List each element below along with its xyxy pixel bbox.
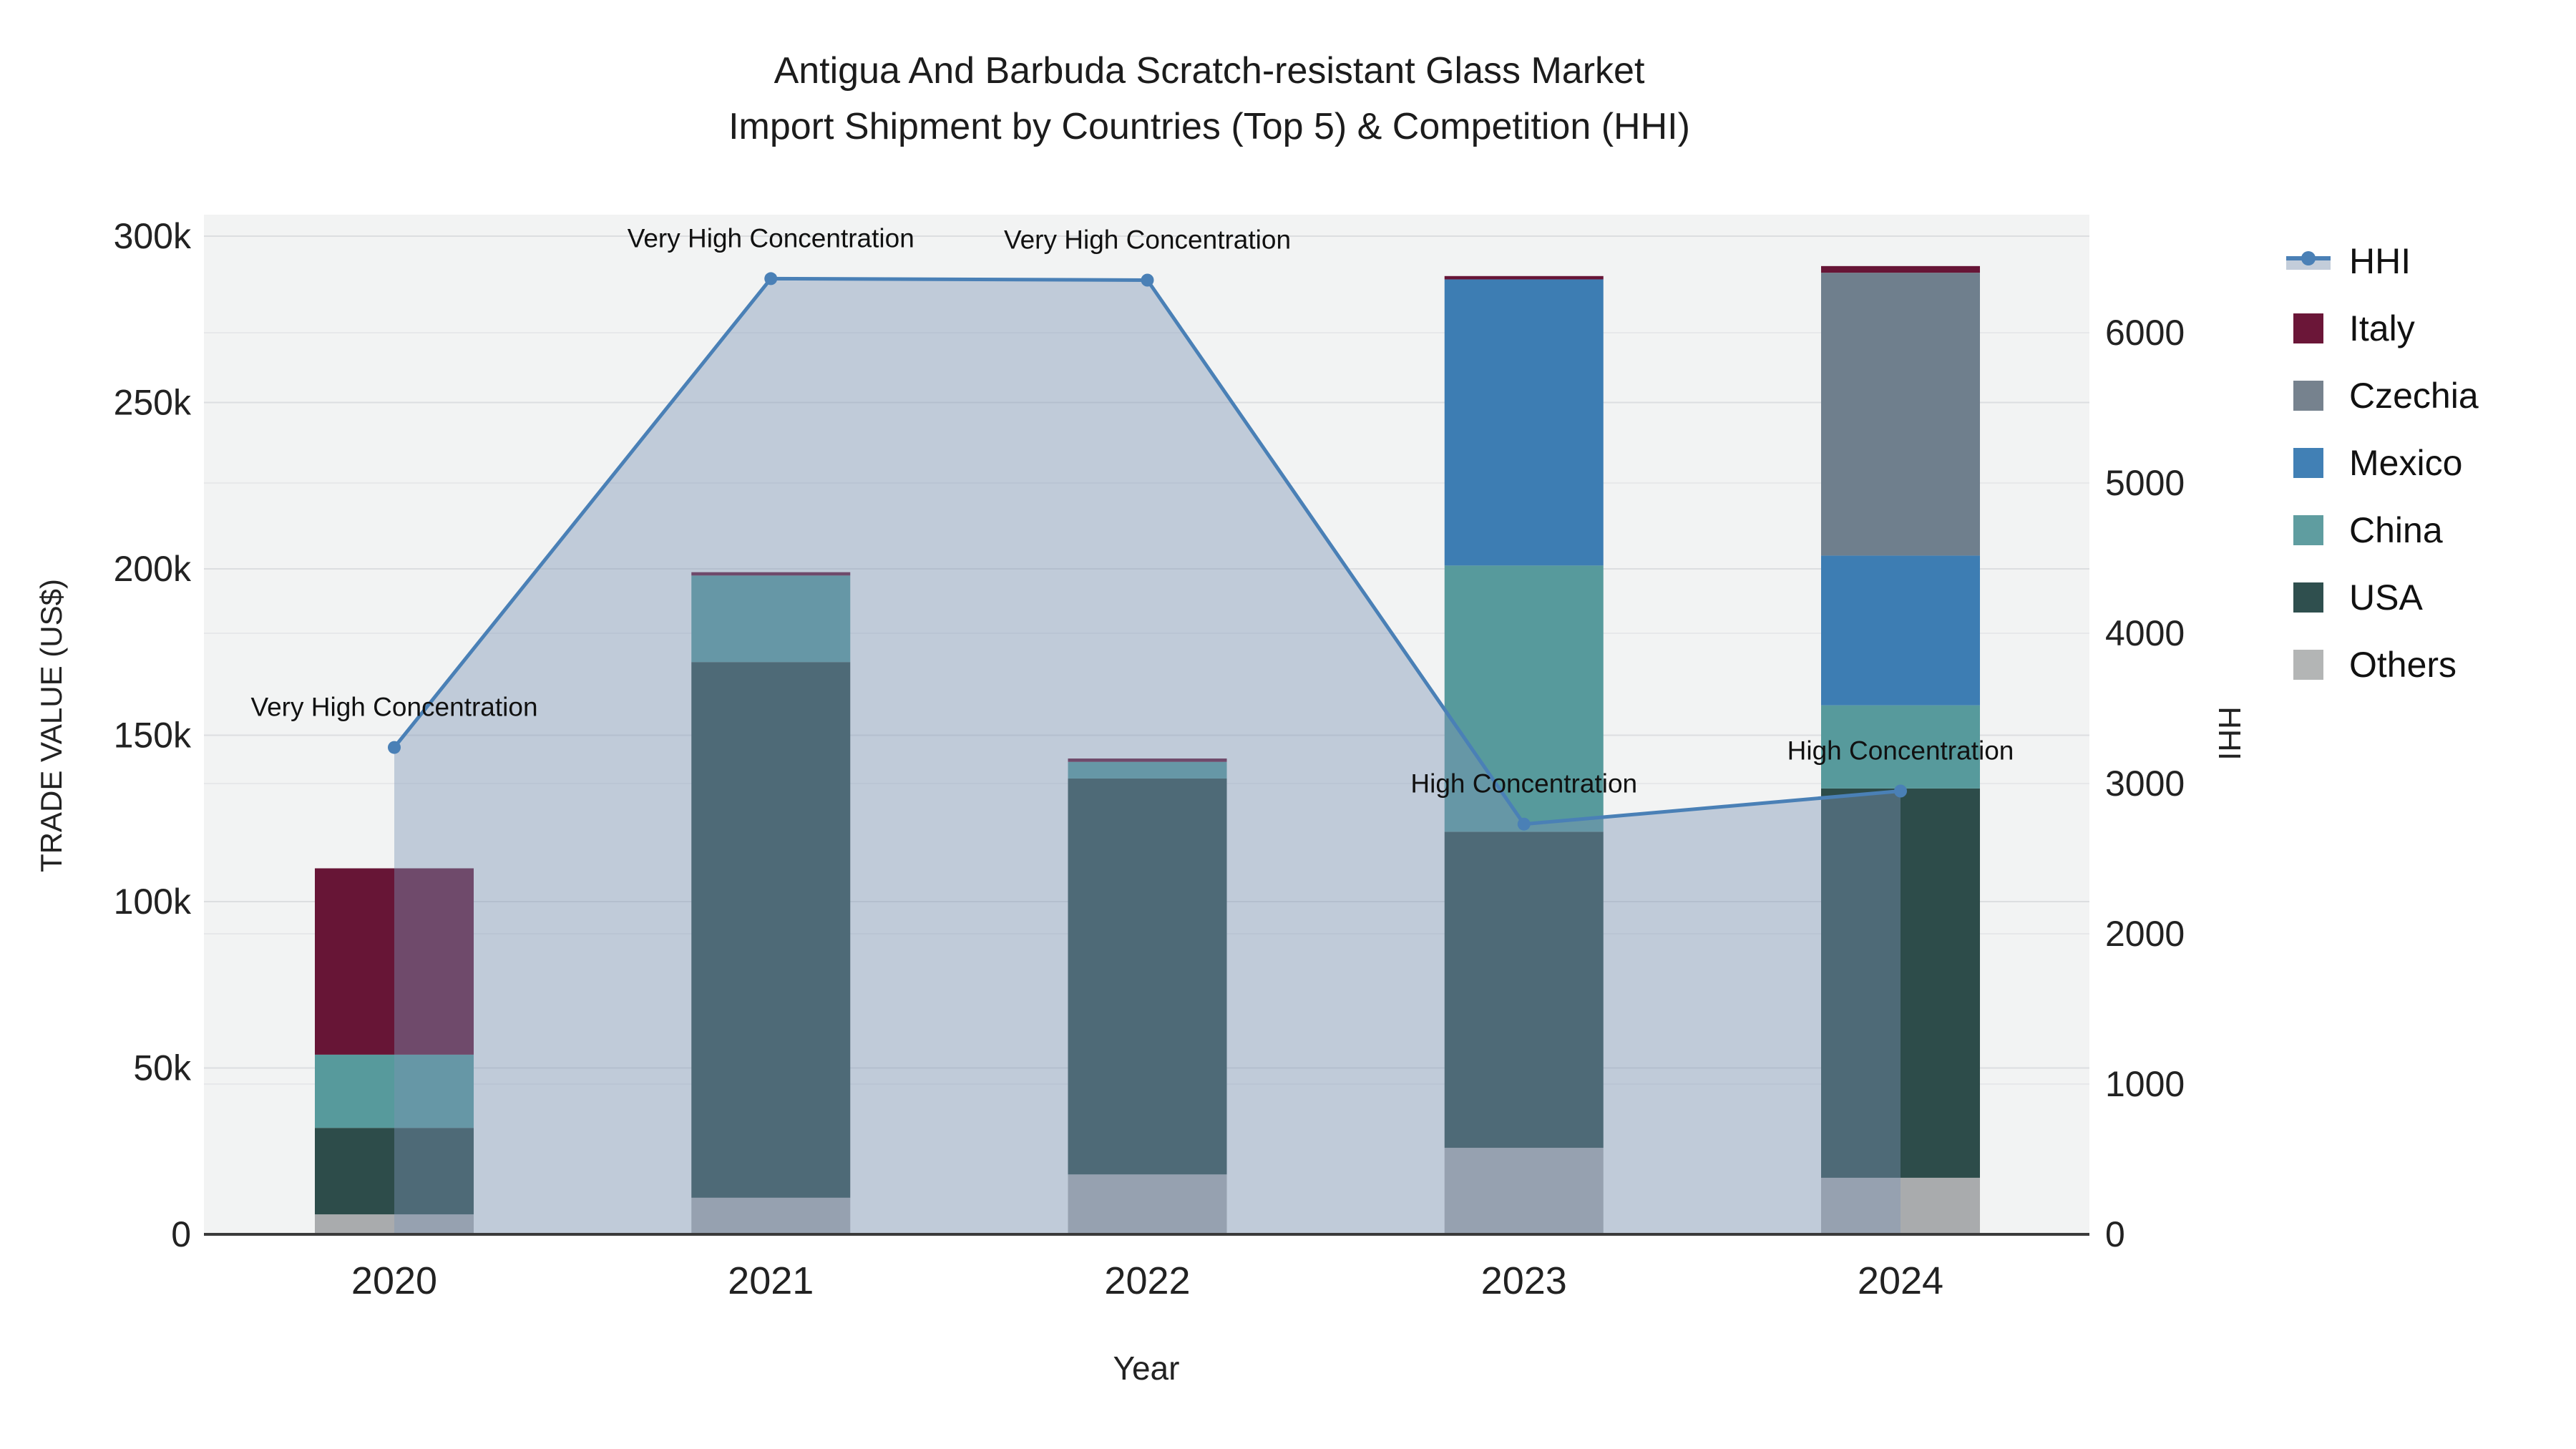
bar-segment-italy-2022[interactable]: [1068, 758, 1227, 762]
hhi-area-fill: [394, 278, 1901, 1234]
bar-segment-usa-2022[interactable]: [1068, 778, 1227, 1175]
hhi-marker-2020[interactable]: [388, 741, 401, 754]
czechia-swatch-icon: [2293, 381, 2323, 411]
annotation-2022: Very High Concentration: [1004, 225, 1291, 255]
bar-segment-china-2020[interactable]: [315, 1054, 474, 1128]
bar-segment-italy-2023[interactable]: [1444, 275, 1604, 280]
bar-segment-usa-2023[interactable]: [1444, 831, 1604, 1148]
bar-segment-others-2022[interactable]: [1068, 1174, 1227, 1234]
bar-segment-others-2020[interactable]: [315, 1214, 474, 1234]
bar-segment-others-2024[interactable]: [1821, 1177, 1980, 1234]
x-tick-label: 2020: [351, 1259, 437, 1302]
legend-label: Mexico: [2349, 443, 2463, 483]
chart-title: Antigua And Barbuda Scratch-resistant Gl…: [494, 43, 1925, 155]
bar-segment-china-2022[interactable]: [1068, 761, 1227, 779]
legend-item-italy[interactable]: Italy: [2286, 295, 2565, 362]
bar-segment-others-2021[interactable]: [691, 1197, 851, 1234]
y-left-tick-label: 100k: [114, 882, 192, 922]
x-tick-label: 2023: [1481, 1259, 1567, 1302]
y-right-tick-label: 0: [2105, 1214, 2125, 1254]
y-right-tick-label: 3000: [2105, 763, 2185, 804]
legend-item-hhi[interactable]: HHI: [2286, 228, 2565, 295]
legend-label: Czechia: [2349, 376, 2479, 416]
annotation-2020: Very High Concentration: [250, 693, 537, 722]
annotation-2024: High Concentration: [1787, 736, 2014, 766]
bar-segment-italy-2021[interactable]: [691, 572, 851, 576]
y-right-tick-label: 4000: [2105, 613, 2185, 653]
y-left-tick-label: 150k: [114, 716, 192, 756]
hhi-line-icon: [2286, 247, 2331, 275]
x-tick-label: 2022: [1104, 1259, 1190, 1302]
x-axis-title: Year: [1113, 1350, 1180, 1387]
bar-segment-others-2023[interactable]: [1444, 1148, 1604, 1234]
legend-label: Others: [2349, 645, 2457, 685]
y-left-tick-label: 0: [171, 1214, 191, 1254]
bar-segment-mexico-2024[interactable]: [1821, 555, 1980, 706]
legend-item-others[interactable]: Others: [2286, 631, 2565, 698]
italy-swatch-icon: [2293, 313, 2323, 343]
y-left-tick-label: 250k: [114, 383, 192, 423]
y-axis-right-title: HHI: [2212, 706, 2247, 761]
bar-segment-usa-2021[interactable]: [691, 662, 851, 1198]
mexico-swatch-icon: [2293, 448, 2323, 478]
others-swatch-icon: [2293, 650, 2323, 680]
y-right-tick-label: 6000: [2105, 313, 2185, 353]
china-swatch-icon: [2293, 515, 2323, 545]
y-left-tick-label: 200k: [114, 549, 192, 589]
y-left-tick-label: 50k: [133, 1048, 192, 1088]
legend-item-czechia[interactable]: Czechia: [2286, 362, 2565, 429]
bar-segment-china-2023[interactable]: [1444, 565, 1604, 832]
chart-title-line2: Import Shipment by Countries (Top 5) & C…: [728, 106, 1690, 147]
y-left-tick-label: 300k: [114, 216, 192, 256]
legend-label: USA: [2349, 577, 2423, 618]
bar-segment-mexico-2023[interactable]: [1444, 279, 1604, 566]
y-right-tick-label: 2000: [2105, 914, 2185, 954]
legend-item-mexico[interactable]: Mexico: [2286, 429, 2565, 497]
annotation-2023: High Concentration: [1410, 769, 1637, 799]
bar-segment-china-2024[interactable]: [1821, 705, 1980, 789]
y-right-tick-label: 5000: [2105, 463, 2185, 503]
bar-segment-china-2021[interactable]: [691, 575, 851, 663]
y-axis-left-title: TRADE VALUE (US$): [34, 579, 68, 872]
bar-segment-italy-2020[interactable]: [315, 868, 474, 1055]
bar-segment-czechia-2024[interactable]: [1821, 273, 1980, 556]
hhi-marker-2024[interactable]: [1894, 784, 1907, 798]
chart-title-line1: Antigua And Barbuda Scratch-resistant Gl…: [774, 50, 1645, 92]
legend-label: Italy: [2349, 308, 2415, 348]
hhi-marker-2023[interactable]: [1517, 817, 1531, 831]
legend-label: HHI: [2349, 241, 2411, 281]
usa-swatch-icon: [2293, 582, 2323, 613]
annotation-2021: Very High Concentration: [628, 223, 914, 253]
bar-segment-usa-2024[interactable]: [1821, 788, 1980, 1178]
legend-item-usa[interactable]: USA: [2286, 564, 2565, 631]
legend-item-china[interactable]: China: [2286, 497, 2565, 564]
x-tick-label: 2021: [728, 1259, 814, 1302]
bar-segment-italy-2024[interactable]: [1821, 265, 1980, 273]
legend-label: China: [2349, 510, 2443, 550]
legend: HHI Italy Czechia Mexico China USA Other…: [2286, 228, 2565, 698]
x-tick-label: 2024: [1858, 1259, 1943, 1302]
bar-segment-usa-2020[interactable]: [315, 1128, 474, 1215]
hhi-marker-2022[interactable]: [1141, 273, 1154, 287]
y-right-tick-label: 1000: [2105, 1064, 2185, 1104]
hhi-marker-2021[interactable]: [764, 272, 778, 286]
